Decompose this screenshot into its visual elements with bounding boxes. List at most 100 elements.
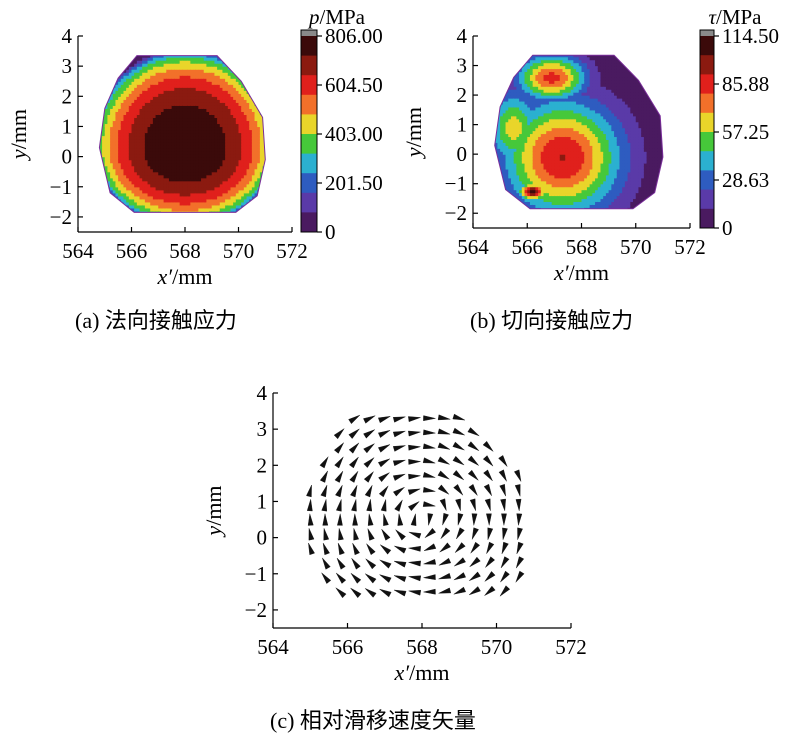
contour-cell — [155, 60, 159, 64]
contour-cell — [538, 177, 542, 182]
contour-cell — [521, 98, 526, 102]
contour-cell — [576, 157, 580, 161]
contour-cell — [120, 84, 125, 88]
contour-cell — [551, 201, 555, 205]
contour-cell — [592, 95, 596, 99]
contour-cell — [123, 138, 127, 143]
contour-cell — [510, 157, 515, 161]
contour-cell — [576, 68, 580, 73]
contour-cell — [500, 148, 504, 152]
contour-cell — [540, 112, 545, 117]
contour-cell — [150, 159, 154, 164]
contour-cell — [562, 112, 566, 117]
contour-cell — [562, 192, 566, 197]
contour-cell — [521, 163, 526, 167]
contour-cell — [241, 180, 245, 185]
contour-cell — [203, 129, 208, 134]
contour-cell — [230, 189, 234, 194]
contour-cell — [102, 120, 106, 125]
contour-cell — [592, 171, 596, 176]
contour-cell — [527, 65, 531, 70]
contour-cell — [233, 174, 237, 179]
contour-cell — [214, 126, 218, 131]
contour-cell — [543, 142, 547, 146]
x-axis-label: x′/mm — [157, 264, 213, 289]
contour-cell — [171, 96, 175, 100]
contour-cell — [570, 55, 574, 58]
contour-cell — [595, 86, 599, 90]
contour-cell — [249, 192, 253, 197]
contour-cell — [230, 195, 234, 200]
contour-cell — [243, 180, 248, 185]
contour-cell — [176, 75, 181, 79]
contour-cell — [557, 183, 561, 188]
contour-cell — [532, 136, 536, 140]
contour-cell — [578, 207, 583, 209]
contour-cell — [198, 165, 202, 170]
contour-cell — [158, 120, 162, 125]
contour-cell — [570, 103, 574, 108]
contour-cell — [158, 210, 162, 213]
contour-cell — [134, 78, 138, 82]
contour-cell — [166, 66, 170, 70]
contour-cell — [578, 180, 583, 185]
contour-cell — [600, 124, 604, 129]
contour-cell — [587, 210, 590, 214]
contour-cell — [581, 103, 585, 108]
contour-field — [494, 55, 663, 214]
contour-cell — [134, 90, 138, 94]
contour-cell — [524, 103, 528, 108]
contour-cell — [589, 92, 593, 96]
contour-cell — [235, 120, 240, 125]
contour-cell — [508, 177, 512, 182]
contour-cell — [171, 195, 175, 200]
contour-cell — [163, 87, 167, 91]
contour-cell — [254, 192, 258, 197]
contour-cell — [524, 89, 528, 93]
contour-cell — [139, 144, 143, 149]
contour-cell — [155, 135, 159, 140]
contour-cell — [500, 136, 504, 140]
contour-cell — [597, 80, 602, 84]
y-axis-label: y/mm — [6, 109, 31, 161]
contour-cell — [546, 183, 550, 188]
contour-cell — [233, 129, 237, 134]
contour-cell — [126, 81, 130, 85]
contour-cell — [110, 117, 114, 122]
contour-cell — [190, 96, 194, 100]
contour-cell — [176, 135, 181, 140]
contour-cell — [160, 93, 165, 97]
contour-cell — [136, 63, 141, 67]
contour-cell — [551, 95, 555, 99]
contour-cell — [214, 189, 218, 194]
contour-cell — [521, 165, 526, 170]
contour-cell — [538, 74, 542, 78]
contour-cell — [179, 57, 183, 61]
contour-cell — [107, 138, 111, 143]
contour-cell — [211, 78, 216, 82]
contour-cell — [107, 114, 111, 119]
contour-cell — [513, 86, 517, 90]
contour-cell — [112, 189, 117, 194]
contour-cell — [163, 69, 167, 73]
contour-cell — [513, 157, 517, 161]
contour-cell — [597, 133, 602, 138]
contour-cell — [538, 142, 542, 146]
contour-cell — [118, 156, 122, 161]
contour-cell — [193, 165, 197, 170]
contour-cell — [222, 201, 226, 206]
contour-cell — [201, 159, 205, 164]
contour-cell — [567, 71, 572, 75]
contour-cell — [254, 144, 258, 149]
y-tick-label: 0 — [62, 145, 73, 169]
contour-cell — [209, 129, 213, 134]
contour-cell — [529, 100, 534, 105]
contour-cell — [166, 72, 170, 76]
contour-cell — [198, 69, 202, 73]
contour-cell — [562, 136, 566, 140]
contour-cell — [251, 108, 256, 112]
contour-cell — [187, 189, 191, 194]
contour-cell — [233, 87, 237, 91]
contour-cell — [251, 195, 256, 200]
contour-cell — [136, 198, 141, 203]
